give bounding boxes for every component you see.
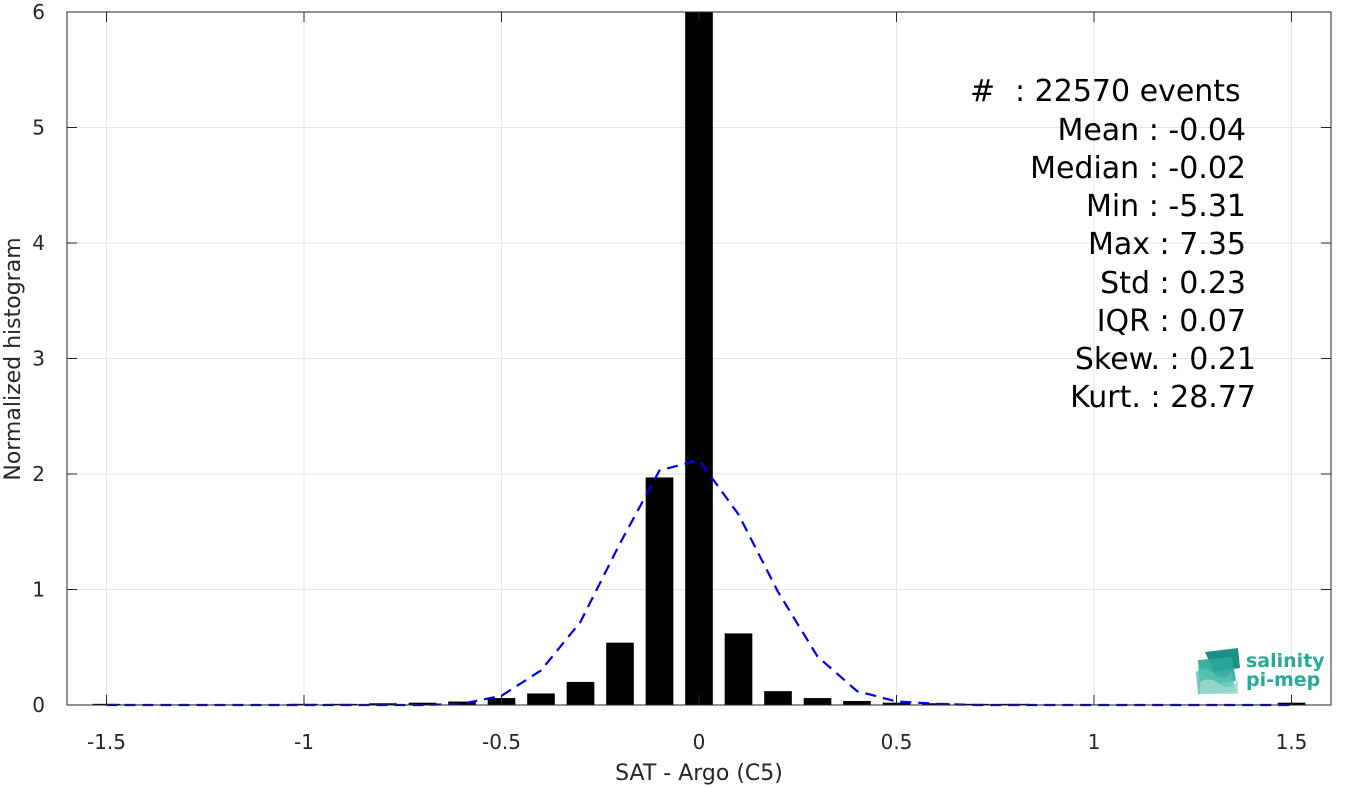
stats-kurt: Kurt. : 28.77 [1070,380,1256,415]
x-tick-labels: -1.5 -1 -0.5 0 0.5 1 1.5 [87,730,1307,754]
y-tick-label: 4 [32,231,45,255]
y-tick-label: 3 [32,347,45,371]
y-tick-labels: 0 1 2 3 4 5 6 [32,0,45,717]
stats-max: Max : 7.35 [1088,227,1246,262]
histogram-bar [566,681,595,705]
histogram-bar [764,691,792,705]
logo-line-2: pi-mep [1246,669,1320,691]
stats-min: Min : -5.31 [1086,189,1246,224]
histogram-bar [448,701,476,705]
histogram-bar [803,698,832,705]
stats-skew: Skew. : 0.21 [1075,342,1256,377]
stats-median: Median : -0.02 [1030,151,1246,186]
histogram-bar [527,693,555,705]
x-tick-label: 1.5 [1276,730,1308,754]
histogram-bar [645,477,674,705]
y-tick-label: 2 [32,462,45,486]
stats-count-symbol: # [970,74,995,109]
stats-count-value: : 22570 events [1015,74,1241,109]
stats-iqr: IQR : 0.07 [1097,304,1246,339]
histogram-bar [606,642,634,705]
x-tick-label: -1.5 [87,730,126,754]
x-axis-label: SAT - Argo (C5) [615,761,783,786]
axis-ticks [67,11,1331,706]
y-tick-label: 0 [32,693,45,717]
x-tick-label: -0.5 [482,730,521,754]
histogram-bar [843,700,871,705]
histogram-bar [685,12,713,705]
x-tick-label: -1 [294,730,314,754]
x-tick-label: 0 [693,730,706,754]
y-tick-label: 1 [32,578,45,602]
histogram-bar [922,703,950,705]
histogram-bar [408,702,437,705]
salinity-pimep-logo: salinity pi-mep [1196,648,1325,694]
y-tick-label: 5 [32,116,45,140]
stats-box: # : 22570 events Mean : -0.04 Median : -… [970,74,1256,415]
logo-line-1: salinity [1246,650,1325,672]
wave-logo-icon [1196,648,1240,694]
x-tick-label: 0.5 [881,730,913,754]
y-axis-label: Normalized histogram [1,237,26,480]
y-tick-label: 6 [32,0,45,24]
x-tick-label: 1 [1088,730,1101,754]
stats-mean: Mean : -0.04 [1057,113,1246,148]
stats-std: Std : 0.23 [1100,266,1246,301]
histogram-bar [724,633,753,705]
